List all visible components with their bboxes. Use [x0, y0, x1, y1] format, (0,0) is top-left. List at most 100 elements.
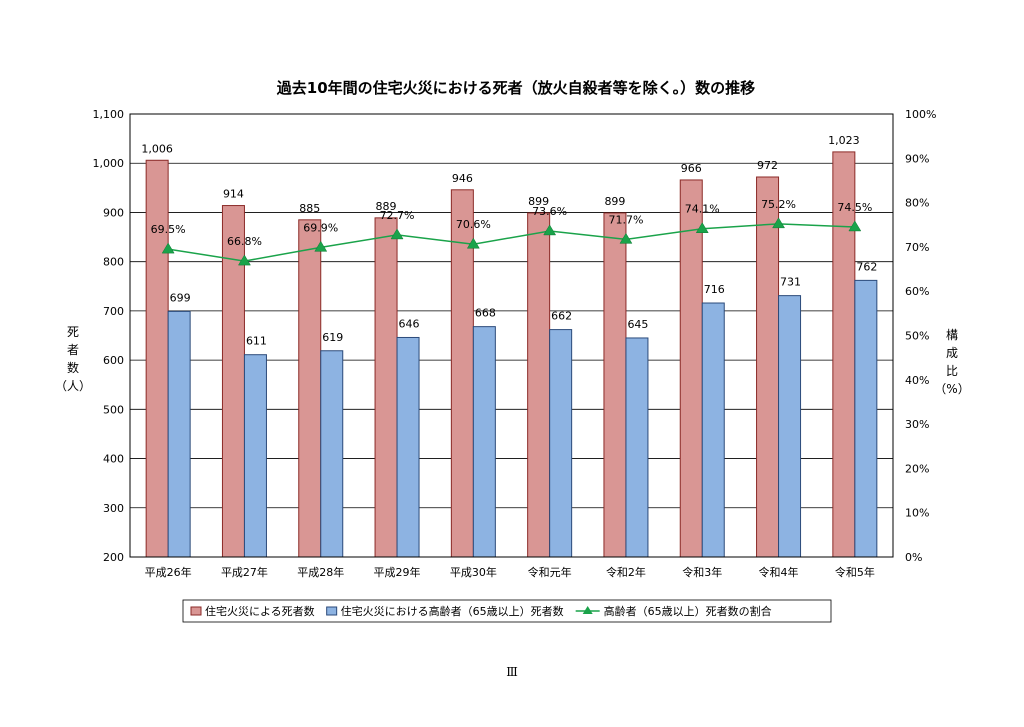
- legend-marker-ratio: [582, 606, 593, 614]
- ratio-point: [390, 228, 404, 240]
- ratio-label: 72.7%: [380, 209, 415, 222]
- bar-elderly: [472, 326, 496, 558]
- ratio-label: 75.2%: [761, 198, 796, 211]
- y-tick-label: 900: [103, 206, 124, 219]
- y2-tick-label: 10%: [905, 507, 929, 520]
- bar-elderly: [625, 337, 649, 558]
- bar-elderly: [549, 329, 573, 558]
- bars: [145, 151, 878, 558]
- bar-elderly-label: 716: [704, 283, 725, 296]
- bar-total: [145, 159, 169, 558]
- bar-elderly: [778, 295, 802, 558]
- bar-total: [298, 219, 322, 558]
- legend-box: [182, 599, 832, 623]
- bar-total: [374, 217, 398, 558]
- legend: 住宅火災による死者数 住宅火災における高齢者（65歳以上）死者数 高齢者（65歳以上…: [182, 599, 832, 623]
- page-number: Ⅲ: [506, 665, 518, 679]
- y-tick-label: 200: [103, 551, 124, 564]
- bar-elderly: [243, 354, 267, 558]
- bar-elderly-label: 699: [170, 291, 191, 304]
- ratio-point: [314, 240, 328, 252]
- bar-total: [603, 212, 627, 558]
- y-axis-title: （人）: [55, 379, 91, 393]
- y2-tick-label: 30%: [905, 418, 929, 431]
- bar-elderly-label: 762: [856, 260, 877, 273]
- y-tick-label: 500: [103, 403, 124, 416]
- plot-frame: [129, 113, 894, 558]
- bar-total-label: 914: [223, 188, 244, 201]
- ratio-label: 69.9%: [303, 221, 338, 234]
- ratio-line: [161, 217, 862, 266]
- y-tick-label: 800: [103, 256, 124, 269]
- legend-label-elderly: 住宅火災における高齢者（65歳以上）死者数: [341, 604, 564, 618]
- x-tick-label: 平成27年: [221, 565, 268, 579]
- chart-title: 過去10年間の住宅火災における死者（放火自殺者等を除く。）数の推移: [276, 79, 755, 97]
- y2-tick-label: 90%: [905, 152, 929, 165]
- y-axis-title: 者: [67, 343, 79, 357]
- bar-total-label: 946: [452, 172, 473, 185]
- bar-elderly: [167, 310, 191, 558]
- x-tick-label: 令和4年: [759, 565, 799, 579]
- ratio-line-path: [168, 223, 855, 262]
- bar-elderly-label: 646: [399, 317, 420, 330]
- bar-total-label: 1,023: [828, 134, 860, 147]
- y2-axis-title: 比: [946, 364, 958, 378]
- bar-elderly: [396, 336, 420, 558]
- ratio-point: [695, 222, 709, 233]
- y2-tick-label: 0%: [905, 551, 922, 564]
- y-tick-label: 1,100: [93, 108, 125, 121]
- bar-elderly-label: 611: [246, 335, 267, 348]
- bar-elderly-label: 645: [627, 318, 648, 331]
- ratio-point: [772, 217, 785, 229]
- legend-label-total: 住宅火災による死者数: [205, 604, 315, 618]
- y2-tick-label: 60%: [905, 285, 929, 298]
- ratio-point: [848, 220, 862, 232]
- bar-total-label: 885: [299, 202, 320, 215]
- y-tick-label: 400: [103, 453, 124, 466]
- y2-tick-label: 50%: [905, 330, 929, 343]
- bar-elderly-label: 662: [551, 310, 572, 323]
- ratio-point: [543, 224, 557, 236]
- ratio-point: [238, 254, 251, 266]
- bar-total-label: 972: [757, 159, 778, 172]
- legend-label-ratio: 高齢者（65歳以上）死者数の割合: [604, 604, 772, 618]
- y2-tick-label: 40%: [905, 374, 929, 387]
- ratio-label: 73.6%: [532, 205, 567, 218]
- bar-total-label: 1,006: [141, 142, 173, 155]
- bar-elderly-label: 731: [780, 276, 801, 289]
- y2-tick-label: 80%: [905, 197, 929, 210]
- y-axis-title: 死: [67, 325, 79, 339]
- x-tick-label: 平成28年: [297, 565, 344, 579]
- bar-total-label: 899: [604, 195, 625, 208]
- y2-tick-label: 70%: [905, 241, 929, 254]
- bar-total-label: 966: [681, 162, 702, 175]
- ratio-label: 70.6%: [456, 218, 491, 231]
- bar-total-label: 899: [528, 195, 549, 208]
- bar-elderly-label: 668: [475, 307, 496, 320]
- y2-tick-label: 100%: [905, 108, 936, 121]
- y-tick-label: 300: [103, 502, 124, 515]
- y2-axis-title: 成: [946, 346, 958, 360]
- ratio-label: 66.8%: [227, 235, 262, 248]
- bar-elderly: [701, 302, 725, 558]
- bar-elderly: [854, 279, 878, 558]
- data-labels: 1,006 699 914 611 885 619 889 646 946 668 899 662 89…: [141, 134, 877, 348]
- y2-tick-label: 20%: [905, 462, 929, 475]
- bar-total: [527, 212, 551, 558]
- x-tick-label: 平成29年: [374, 565, 421, 579]
- bar-total-label: 889: [376, 200, 397, 213]
- bar-elderly: [320, 350, 344, 558]
- x-tick-label: 令和元年: [528, 565, 572, 579]
- ratio-label: 71.7%: [608, 213, 643, 226]
- y-tick-label: 700: [103, 305, 124, 318]
- y2-axis-title: 構: [946, 328, 958, 342]
- axes: 200 300 400 500 600 700 800 900 1,000 1,100 0% 10% 2…: [55, 108, 970, 579]
- y-tick-label: 600: [103, 354, 124, 367]
- ratio-label: 74.1%: [685, 203, 720, 216]
- ratio-point: [161, 242, 175, 254]
- y-axis-title: 数: [67, 360, 79, 375]
- bar-elderly-label: 619: [322, 331, 343, 344]
- legend-swatch-total: [190, 606, 202, 616]
- ratio-point: [619, 232, 633, 244]
